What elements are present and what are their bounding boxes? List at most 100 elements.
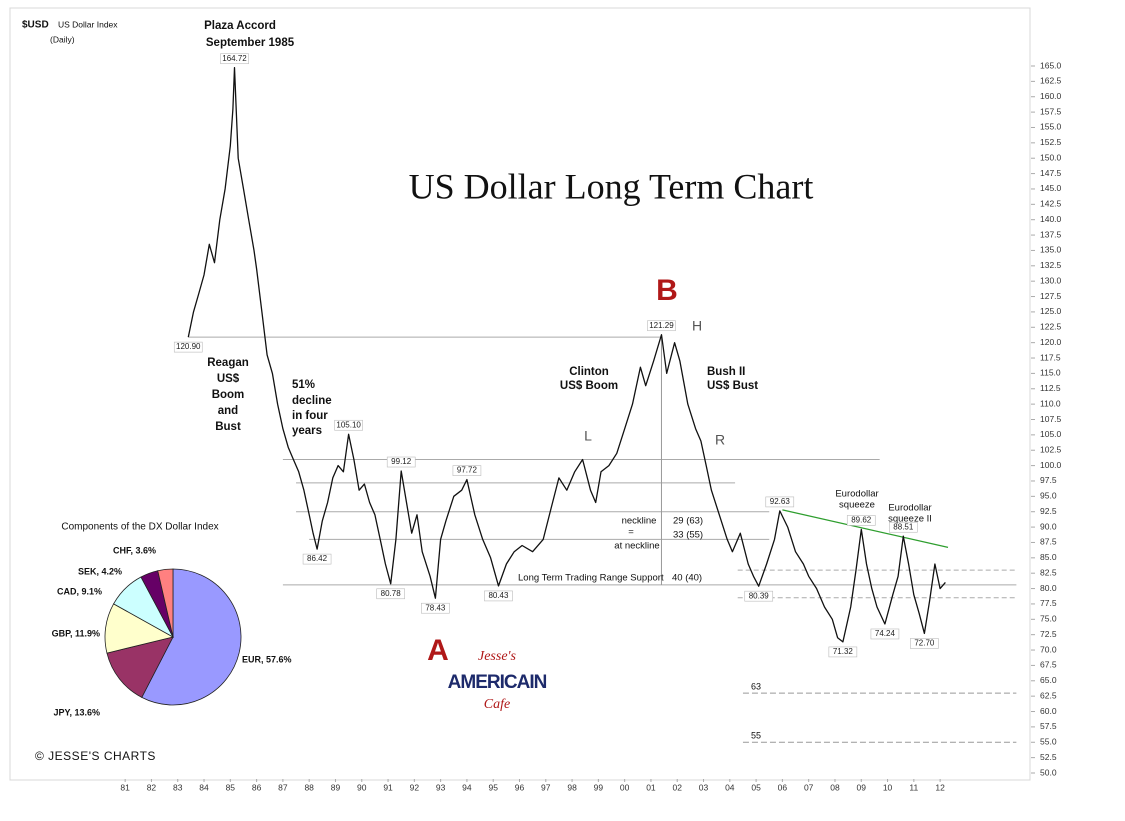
extreme-label: 89.62 bbox=[851, 516, 872, 525]
x-tick-label: 93 bbox=[436, 782, 446, 792]
extreme-label: 80.39 bbox=[749, 591, 770, 600]
y-tick-label: 162.5 bbox=[1040, 76, 1062, 86]
x-tick-label: 02 bbox=[673, 782, 683, 792]
extreme-label: 74.24 bbox=[875, 629, 896, 638]
y-tick-label: 112.5 bbox=[1040, 383, 1061, 393]
y-tick-label: 97.5 bbox=[1040, 475, 1057, 485]
annotation: Bust bbox=[215, 421, 241, 433]
x-tick-label: 90 bbox=[357, 782, 367, 792]
extreme-label: 164.72 bbox=[222, 54, 247, 63]
y-tick-label: 110.0 bbox=[1040, 398, 1061, 408]
annotation: Long Term Trading Range Support bbox=[518, 573, 664, 584]
x-tick-label: 96 bbox=[515, 782, 525, 792]
pie-label: SEK, 4.2% bbox=[78, 566, 122, 576]
annotation: at neckline bbox=[614, 541, 659, 552]
y-tick-label: 137.5 bbox=[1040, 229, 1062, 239]
y-tick-label: 82.5 bbox=[1040, 567, 1057, 577]
extreme-label: 71.32 bbox=[833, 647, 854, 656]
x-tick-label: 86 bbox=[252, 782, 262, 792]
annotation: neckline bbox=[622, 516, 657, 527]
y-tick-label: 127.5 bbox=[1040, 291, 1062, 301]
y-tick-label: 102.5 bbox=[1040, 444, 1062, 454]
y-tick-label: 107.5 bbox=[1040, 414, 1062, 424]
annotation: US$ Bust bbox=[707, 380, 758, 392]
extreme-label: 97.72 bbox=[457, 466, 478, 475]
x-tick-label: 12 bbox=[935, 782, 945, 792]
logo-text: AMERICAIN bbox=[448, 672, 547, 693]
extreme-box bbox=[846, 515, 876, 526]
extreme-label: 78.43 bbox=[425, 603, 446, 612]
x-tick-label: 99 bbox=[594, 782, 604, 792]
y-tick-label: 152.5 bbox=[1040, 137, 1062, 147]
extreme-box bbox=[452, 465, 482, 476]
annotation: years bbox=[292, 425, 322, 437]
y-tick-label: 117.5 bbox=[1040, 352, 1061, 362]
y-tick-label: 60.0 bbox=[1040, 706, 1057, 716]
pie-label: GBP, 11.9% bbox=[52, 628, 100, 638]
x-tick-label: 98 bbox=[567, 782, 577, 792]
pie-slice bbox=[157, 568, 174, 638]
x-tick-label: 10 bbox=[883, 782, 893, 792]
annotation: Clinton bbox=[569, 366, 609, 378]
target-label: 63 bbox=[751, 681, 761, 691]
extreme-box bbox=[828, 646, 858, 658]
extreme-box bbox=[870, 628, 900, 640]
y-tick-label: 120.0 bbox=[1040, 337, 1062, 347]
x-tick-label: 88 bbox=[304, 782, 314, 792]
annotation: decline bbox=[292, 395, 332, 407]
annotation: = bbox=[628, 527, 634, 538]
y-tick-label: 115.0 bbox=[1040, 368, 1061, 378]
x-tick-label: 00 bbox=[620, 782, 630, 792]
extreme-box bbox=[744, 590, 774, 602]
x-tick-label: 84 bbox=[199, 782, 209, 792]
price-line bbox=[187, 67, 946, 643]
pie-slice bbox=[141, 568, 242, 706]
x-tick-label: 95 bbox=[488, 782, 498, 792]
y-tick-label: 62.5 bbox=[1040, 690, 1057, 700]
annotation: squeeze bbox=[839, 500, 875, 511]
extreme-label: 80.43 bbox=[488, 591, 509, 600]
annotation: Bush II bbox=[707, 366, 745, 378]
y-tick-label: 92.5 bbox=[1040, 506, 1057, 516]
y-tick-label: 55.0 bbox=[1040, 737, 1057, 747]
pie-label: EUR, 57.6% bbox=[242, 654, 292, 664]
annotation: L bbox=[584, 428, 592, 444]
extreme-box bbox=[765, 496, 795, 508]
y-tick-label: 90.0 bbox=[1040, 521, 1057, 531]
y-tick-label: 80.0 bbox=[1040, 583, 1057, 593]
annotation: 29 (63) bbox=[673, 516, 703, 527]
y-tick-label: 165.0 bbox=[1040, 60, 1062, 70]
symbol: $USD bbox=[22, 20, 49, 31]
extreme-label: 86.42 bbox=[307, 554, 328, 563]
y-tick-label: 145.0 bbox=[1040, 183, 1062, 193]
y-tick-label: 95.0 bbox=[1040, 491, 1057, 501]
extreme-box bbox=[386, 456, 416, 468]
extreme-box bbox=[910, 638, 939, 649]
y-tick-label: 67.5 bbox=[1040, 660, 1057, 670]
index-name: US Dollar Index bbox=[58, 19, 118, 29]
annotation: Eurodollar bbox=[888, 503, 931, 514]
y-tick-label: 52.5 bbox=[1040, 752, 1057, 762]
pie-title: Components of the DX Dollar Index bbox=[61, 522, 218, 533]
annotation: Eurodollar bbox=[835, 489, 878, 500]
y-tick-label: 100.0 bbox=[1040, 460, 1062, 470]
extreme-box bbox=[484, 590, 513, 602]
x-tick-label: 89 bbox=[331, 782, 341, 792]
extreme-box bbox=[302, 553, 332, 565]
x-tick-label: 97 bbox=[541, 782, 551, 792]
x-tick-label: 05 bbox=[751, 782, 761, 792]
y-tick-label: 147.5 bbox=[1040, 168, 1062, 178]
y-tick-label: 130.0 bbox=[1040, 275, 1062, 285]
y-tick-label: 132.5 bbox=[1040, 260, 1062, 270]
annotation: and bbox=[218, 405, 238, 417]
extreme-box bbox=[421, 602, 450, 614]
x-tick-label: 81 bbox=[120, 782, 130, 792]
annotation: September 1985 bbox=[206, 37, 295, 49]
y-tick-label: 57.5 bbox=[1040, 721, 1057, 731]
extreme-label: 88.51 bbox=[893, 522, 914, 531]
target-label: 55 bbox=[751, 731, 761, 741]
extreme-label: 92.63 bbox=[770, 497, 791, 506]
x-tick-label: 11 bbox=[909, 782, 918, 792]
period: (Daily) bbox=[50, 34, 75, 44]
pie-label: JPY, 13.6% bbox=[53, 707, 100, 717]
